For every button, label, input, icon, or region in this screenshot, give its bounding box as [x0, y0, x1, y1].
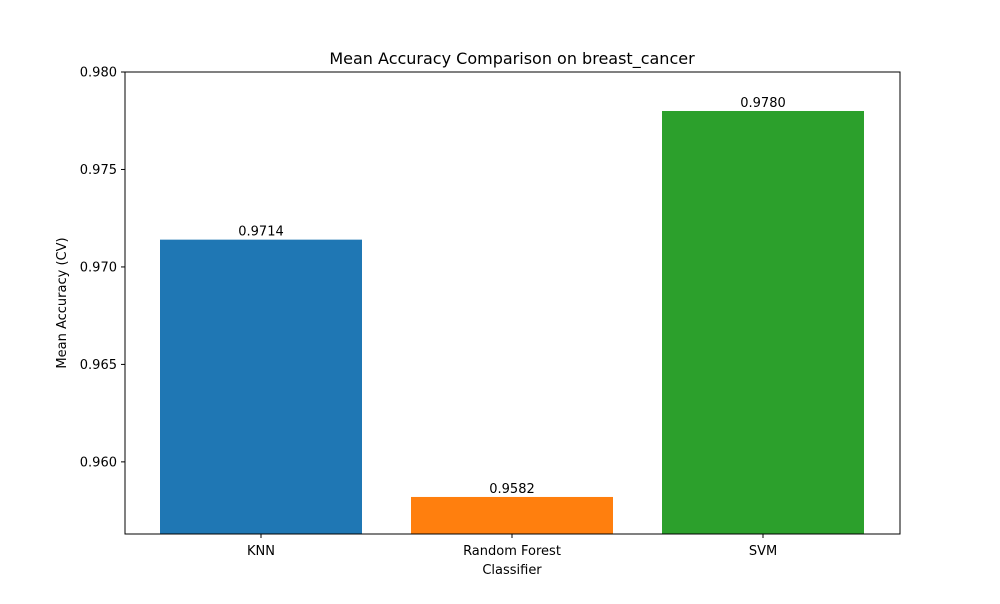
- x-tick-label-svm: SVM: [749, 544, 777, 559]
- data-label-knn: 0.9714: [238, 225, 284, 240]
- x-axis-ticks: KNN Random Forest SVM: [247, 534, 777, 559]
- y-tick-label-0-975: 0.975: [80, 163, 117, 178]
- bar-random-forest: [411, 496, 613, 534]
- bar-knn: [160, 239, 362, 534]
- y-tick-label-0-970: 0.970: [80, 260, 117, 275]
- y-tick-label-0-980: 0.980: [80, 66, 117, 81]
- y-axis-label: Mean Accuracy (CV): [55, 237, 70, 368]
- data-labels-layer: 0.9714 0.9582 0.9780: [238, 96, 786, 497]
- chart-title: Mean Accuracy Comparison on breast_cance…: [329, 49, 695, 69]
- x-tick-label-knn: KNN: [247, 544, 275, 559]
- y-tick-label-0-965: 0.965: [80, 358, 117, 373]
- x-tick-label-random-forest: Random Forest: [463, 544, 561, 559]
- plot-area-frame: [124, 71, 901, 535]
- x-axis-label: Classifier: [482, 563, 542, 578]
- data-label-random-forest: 0.9582: [489, 482, 535, 497]
- bars-layer: [160, 110, 864, 535]
- bar-svm: [662, 110, 864, 535]
- y-axis-ticks: 0.960 0.965 0.970 0.975 0.980: [80, 66, 125, 470]
- data-label-svm: 0.9780: [740, 96, 786, 111]
- y-tick-label-0-960: 0.960: [80, 455, 117, 470]
